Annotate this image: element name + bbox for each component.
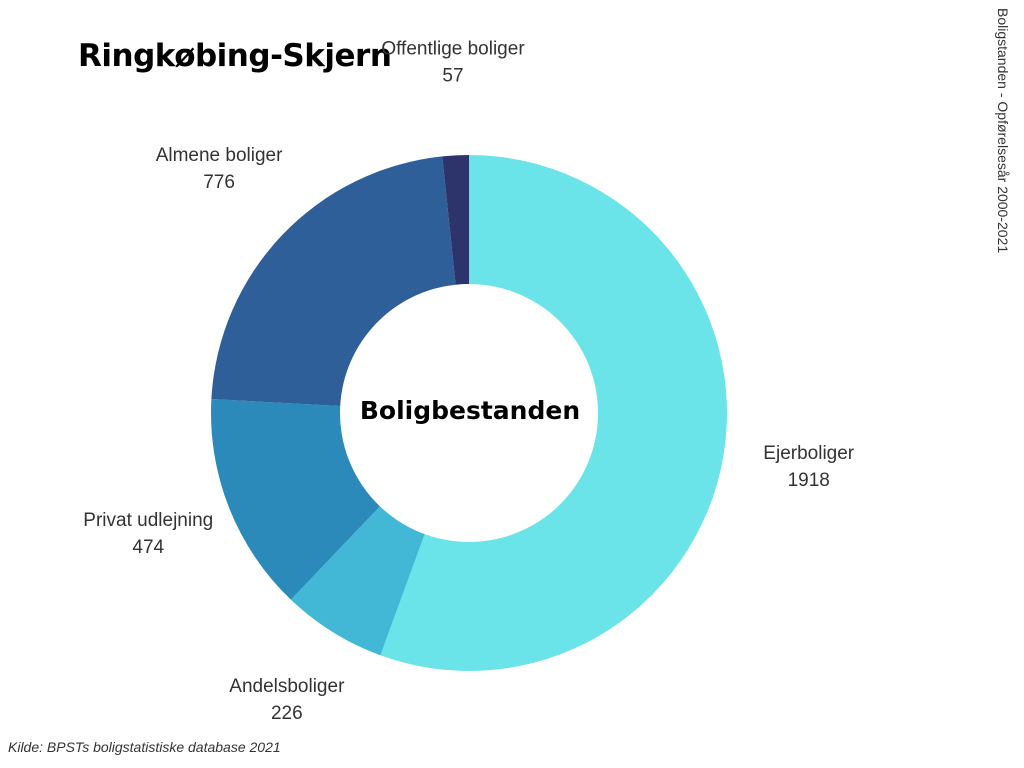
slice-label-ejerboliger: Ejerboliger	[763, 443, 854, 464]
slice-value-almene-boliger: 776	[203, 172, 235, 193]
slice-value-andelsboliger: 226	[271, 703, 303, 724]
slice-label-privat-udlejning: Privat udlejning	[83, 510, 213, 531]
donut-slice-almene-boliger	[211, 156, 456, 407]
donut-slice-ejerboliger	[380, 155, 728, 671]
chart-title: Ringkøbing-Skjern	[78, 38, 392, 74]
donut-slice-andelsboliger	[290, 506, 425, 656]
slice-labels: Ejerboliger 1918 Andelsboliger 226 Privat ud…	[83, 38, 854, 724]
slice-value-offentlige-boliger: 57	[442, 65, 463, 86]
slice-label-almene-boliger: Almene boliger	[156, 145, 283, 166]
donut-slice-offentlige-boliger	[442, 155, 469, 285]
slice-value-privat-udlejning: 474	[132, 537, 164, 558]
slice-value-ejerboliger: 1918	[788, 470, 830, 491]
slice-label-andelsboliger: Andelsboliger	[229, 676, 345, 697]
donut-slices	[210, 155, 728, 671]
source-note: Kilde: BPSTs boligstatistiske database 2…	[8, 739, 281, 755]
slice-label-offentlige-boliger: Offentlige boliger	[381, 38, 525, 59]
donut-center-label: Boligbestanden	[360, 396, 580, 425]
donut-slice-privat-udlejning	[210, 399, 380, 600]
